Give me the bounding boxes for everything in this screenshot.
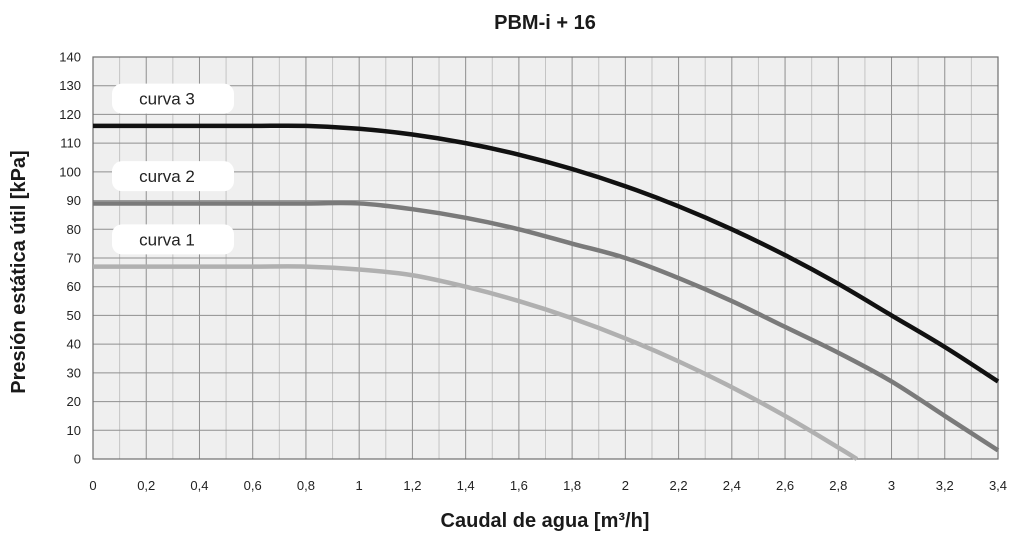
y-tick-label: 70 [67,251,81,266]
curve-labels: curva 3 curva 2 curva 1 [112,83,234,255]
x-tick-label: 1,8 [563,478,581,493]
y-tick-label: 90 [67,193,81,208]
y-tick-label: 0 [74,452,81,467]
y-tick-label: 110 [60,136,81,151]
x-tick-label: 1,2 [403,478,421,493]
x-tick-label: 1,6 [510,478,528,493]
y-tick-label: 10 [67,423,81,438]
y-axis-title: Presión estática útil [kPa] [8,150,30,393]
series-line-curva-3 [93,123,1000,384]
plot-border [92,56,999,460]
x-tick-label: 2 [622,478,629,493]
plot-frame [92,56,999,460]
series-line-curva-2 [93,200,1000,453]
x-tick-label: 0,4 [190,478,208,493]
y-tick-label: 40 [67,337,81,352]
x-tick-label: 0,6 [244,478,262,493]
x-tick-label: 3 [888,478,895,493]
grid [92,56,999,460]
curve-label-box-curva-3 [112,83,234,114]
curve-label-box-curva-2 [112,161,234,192]
curve-label-curva-2: curva 2 [139,167,195,186]
x-tick-label: 3,2 [936,478,954,493]
y-tick-label: 120 [59,107,81,122]
x-tick-label: 0,2 [137,478,155,493]
y-tick-label: 140 [59,50,81,65]
y-tick-label: 130 [59,78,81,93]
x-tick-label: 2,2 [670,478,688,493]
y-tick-label: 20 [67,394,81,409]
x-axis-ticks: 0 0,2 0,4 0,6 0,8 1 1,2 1,4 1,6 1,8 2 2,2 2,4 2,6 2,8 3… [89,478,1007,493]
x-tick-label: 0,8 [297,478,315,493]
x-tick-label: 2,8 [829,478,847,493]
curves [92,123,1000,461]
y-tick-label: 30 [67,365,81,380]
curve-label-curva-1: curva 1 [139,230,195,249]
y-tick-label: 60 [67,279,81,294]
curve-label-box-curva-1 [112,224,234,255]
x-tick-label: 1 [356,478,363,493]
series-line-curva-1 [92,264,859,461]
y-tick-label: 80 [67,222,81,237]
x-tick-label: 0 [89,478,96,493]
x-tick-label: 3,4 [989,478,1007,493]
x-tick-label: 2,4 [723,478,741,493]
y-tick-label: 100 [59,164,81,179]
chart-title: PBM-i + 16 [494,12,596,34]
x-tick-label: 1,4 [457,478,475,493]
x-axis-title: Caudal de agua [m³/h] [441,510,650,532]
y-axis-ticks: 0 10 20 30 40 50 60 70 80 90 100 110 120 130 140 [59,50,81,467]
curve-label-curva-3: curva 3 [139,90,195,109]
y-tick-label: 50 [67,308,81,323]
x-tick-label: 2,6 [776,478,794,493]
